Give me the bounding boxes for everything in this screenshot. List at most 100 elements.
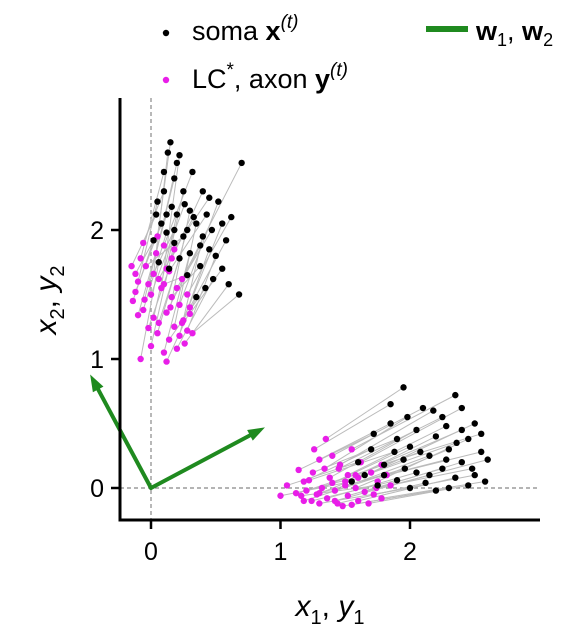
soma-point-46 xyxy=(152,211,160,218)
link-90 xyxy=(298,433,374,471)
soma-point-53 xyxy=(458,404,465,412)
x-axis-label-base1: x xyxy=(294,590,312,623)
soma-point-4 xyxy=(171,175,178,182)
soma-point-78 xyxy=(374,482,381,489)
lc-point-86 xyxy=(336,461,344,468)
lc-point-20 xyxy=(137,355,144,363)
lc-point-98 xyxy=(342,482,349,489)
lc-point-14 xyxy=(129,297,137,305)
legend-w-label: w1, w2 xyxy=(475,16,553,50)
lc-point-92 xyxy=(355,474,362,481)
lc-point-74 xyxy=(308,497,315,505)
lc-point-46 xyxy=(128,262,135,270)
lc-point-51 xyxy=(329,452,336,459)
y-axis-label: x2, y2 xyxy=(30,266,69,337)
link-82 xyxy=(286,461,359,486)
soma-point-77 xyxy=(465,482,472,489)
lc-point-67 xyxy=(361,488,368,496)
legend-lc-mid: , axon xyxy=(234,64,315,94)
lc-point-8 xyxy=(150,314,157,321)
legend-lc-sup: (t) xyxy=(330,60,348,81)
lc-point-61 xyxy=(318,484,326,492)
lc-point-21 xyxy=(168,293,175,301)
soma-point-59 xyxy=(393,435,401,443)
lc-point-41 xyxy=(173,284,181,292)
soma-point-23 xyxy=(219,265,226,272)
lc-point-91 xyxy=(329,479,336,487)
link-52 xyxy=(351,394,456,450)
legend-w-sep: , xyxy=(507,16,522,46)
lc-point-29 xyxy=(163,358,170,365)
soma-point-5 xyxy=(180,188,187,195)
lc-point-71 xyxy=(370,491,377,498)
lc-point-78 xyxy=(298,492,305,499)
lc-point-90 xyxy=(295,466,302,474)
soma-point-33 xyxy=(206,194,213,201)
soma-point-73 xyxy=(452,474,459,481)
lc-point-65 xyxy=(331,487,339,494)
soma-point-14 xyxy=(150,237,157,244)
soma-point-38 xyxy=(222,237,230,244)
soma-point-26 xyxy=(225,280,232,288)
legend-lc-marker xyxy=(162,76,170,84)
x-tick-label-0: 0 xyxy=(144,538,158,566)
vector-w1-arrowhead xyxy=(247,427,265,441)
lc-point-13 xyxy=(176,332,183,339)
lc-point-50 xyxy=(322,435,330,443)
soma-point-60 xyxy=(465,435,472,443)
lc-point-68 xyxy=(303,487,310,494)
lc-point-11 xyxy=(154,330,161,337)
lc-point-37 xyxy=(168,255,175,262)
y-tick-label-0: 0 xyxy=(90,475,104,503)
link-23 xyxy=(189,268,223,315)
legend-w-b1: w xyxy=(475,16,498,46)
soma-point-71 xyxy=(471,471,478,479)
y-tick-label-2: 2 xyxy=(90,217,104,245)
lc-point-63 xyxy=(300,478,308,485)
soma-point-39 xyxy=(160,188,168,195)
lc-point-82 xyxy=(283,482,291,489)
lc-point-42 xyxy=(152,250,160,257)
ticks: 0 1 2 0 1 2 xyxy=(90,217,417,566)
link-57 xyxy=(329,429,417,479)
soma-point-81 xyxy=(432,487,440,494)
soma-point-35 xyxy=(180,233,187,240)
legend-lc-text: LC xyxy=(192,64,227,94)
lc-point-52 xyxy=(348,446,355,453)
x-tick-label-1: 1 xyxy=(274,538,288,566)
soma-point-88 xyxy=(404,413,411,421)
weight-vectors xyxy=(90,374,265,490)
vector-w2-arrowhead xyxy=(90,374,104,393)
link-49 xyxy=(168,214,208,272)
soma-point-62 xyxy=(445,446,453,453)
soma-point-10 xyxy=(158,220,165,227)
x-axis-label: x1, y1 xyxy=(294,590,365,628)
lc-point-26 xyxy=(181,340,188,347)
soma-point-1 xyxy=(164,149,172,156)
soma-point-90 xyxy=(370,430,377,438)
lc-point-6 xyxy=(134,278,142,285)
lc-point-89 xyxy=(344,471,352,479)
lc-point-31 xyxy=(176,301,183,309)
soma-point-76 xyxy=(422,479,429,487)
lc-point-45 xyxy=(163,309,170,316)
lc-point-22 xyxy=(145,324,152,332)
soma-point-84 xyxy=(458,426,465,434)
link-84 xyxy=(355,429,462,476)
lc-point-39 xyxy=(140,239,147,247)
soma-point-87 xyxy=(478,430,485,438)
lc-point-4 xyxy=(141,296,148,303)
soma-point-45 xyxy=(197,242,204,249)
soma-point-19 xyxy=(212,252,219,259)
vector-w1-shaft xyxy=(149,433,252,490)
soma-point-36 xyxy=(168,203,175,210)
soma-point-41 xyxy=(208,226,216,234)
lc-point-56 xyxy=(367,469,375,476)
soma-point-50 xyxy=(400,384,407,391)
soma-point-0 xyxy=(160,168,168,176)
soma-point-74 xyxy=(393,477,401,484)
link-88 xyxy=(324,416,408,470)
soma-point-70 xyxy=(413,469,420,476)
soma-point-17 xyxy=(186,250,194,257)
soma-point-24 xyxy=(184,271,191,279)
